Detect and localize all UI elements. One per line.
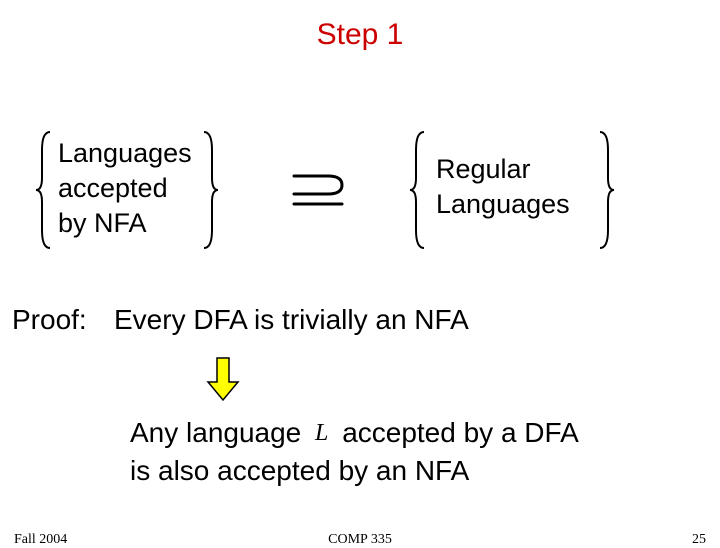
variable-L: L [309,420,334,446]
proof-line-1: Every DFA is trivially an NFA [114,304,469,336]
left-brace-open [34,130,54,250]
comparison-row: Languages accepted by NFA Regular Langua… [0,128,720,258]
proof-label: Proof: [12,304,87,336]
proof-line3: is also accepted by an NFA [130,455,469,486]
left-group-text: Languages accepted by NFA [58,136,192,241]
right-brace-close [596,130,616,250]
footer-right: 25 [692,532,706,548]
right-group-text: Regular Languages [436,152,570,222]
left-brace-close [200,130,220,250]
footer-left: Fall 2004 [14,532,67,548]
footer-center: COMP 335 [328,532,392,548]
superset-icon [288,172,348,210]
proof-line2a: Any language [130,417,301,448]
left-line-1: Languages [58,138,192,168]
right-line-2: Languages [436,189,570,219]
arrow-down-icon [206,356,240,402]
slide-title: Step 1 [0,0,720,52]
right-brace-open [408,130,428,250]
right-line-1: Regular [436,154,531,184]
left-line-2: accepted [58,173,168,203]
proof-line-2: Any language L accepted by a DFA is also… [130,414,579,490]
left-line-3: by NFA [58,208,147,238]
proof-line2b: accepted by a DFA [342,417,579,448]
